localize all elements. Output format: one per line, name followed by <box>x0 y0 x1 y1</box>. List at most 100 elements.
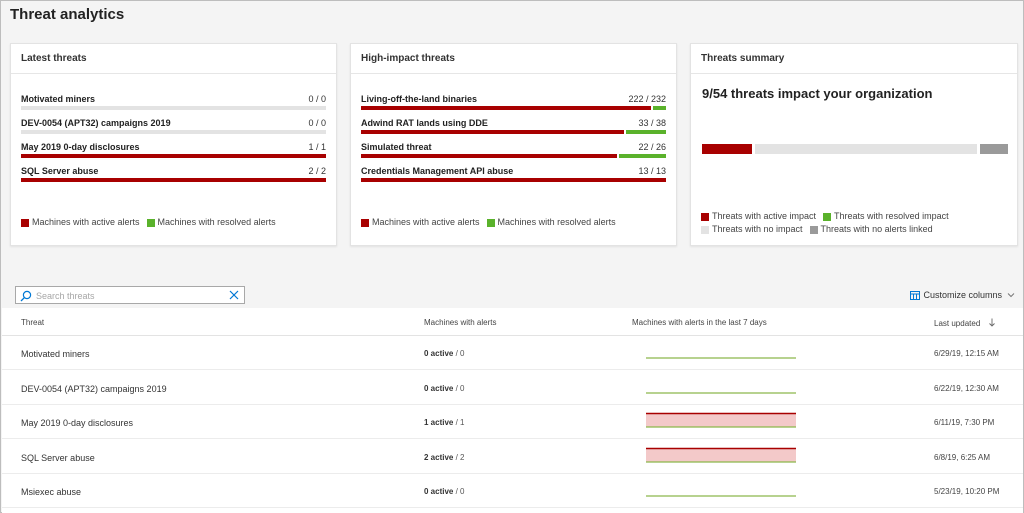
threats-summary-headline: 9/54 threats impact your organization <box>702 86 933 101</box>
latest-threats-legend: Machines with active alerts Machines wit… <box>21 216 283 229</box>
threat-impact-bar <box>21 130 326 134</box>
search-input[interactable]: Search threats <box>15 286 245 304</box>
total-count: / 0 <box>453 487 465 496</box>
active-segment <box>361 154 618 158</box>
threat-row[interactable]: Credentials Management API abuse 13 / 13 <box>361 166 666 190</box>
active-segment <box>21 154 326 158</box>
column-header-machines[interactable]: Machines with alerts <box>424 318 497 327</box>
alerts-trend-sparkline <box>646 357 796 359</box>
threat-row[interactable]: Adwind RAT lands using DDE 33 / 38 <box>361 118 666 142</box>
column-header-threat[interactable]: Threat <box>21 318 45 327</box>
threat-name[interactable]: Motivated miners <box>21 94 96 104</box>
active-segment <box>361 106 651 110</box>
no-impact-segment <box>755 144 978 154</box>
threat-name-cell[interactable]: Motivated miners <box>21 349 90 359</box>
high-impact-threats-title: High-impact threats <box>351 44 676 74</box>
total-count: / 2 <box>453 452 465 462</box>
threat-ratio: 0 / 0 <box>308 118 326 128</box>
column-header-last-updated[interactable]: Last updated <box>934 318 996 328</box>
latest-threats-card: Latest threats Motivated miners 0 / 0 DEV-… <box>10 43 337 246</box>
threat-name[interactable]: May 2019 0-day disclosures <box>21 142 140 152</box>
active-segment <box>361 130 625 134</box>
resolved-impact-swatch <box>823 212 832 221</box>
active-count: 2 active <box>424 452 454 462</box>
resolved-legend-swatch <box>146 218 155 227</box>
threat-impact-bar <box>361 178 666 182</box>
threat-impact-bar <box>21 178 326 182</box>
table-row[interactable]: Motivated miners 0 active / 0 6/29/19, 12:… <box>2 336 1023 370</box>
machines-cell: 0 active / 0 <box>424 487 464 496</box>
active-count: 0 active <box>424 349 454 358</box>
no-impact-swatch <box>701 225 709 234</box>
machines-cell: 0 active / 0 <box>424 384 464 393</box>
alerts-trend-sparkline <box>646 391 796 394</box>
active-count: 0 active <box>424 487 454 496</box>
table-row[interactable]: Msiexec abuse 0 active / 0 5/23/19, 10:20 … <box>2 474 1023 508</box>
threat-impact-bar <box>361 106 666 110</box>
resolved-legend-swatch <box>486 218 495 227</box>
close-icon[interactable] <box>227 288 241 302</box>
table-row[interactable]: DEV-0054 (APT32) campaigns 2019 0 active … <box>2 371 1023 405</box>
threat-row[interactable]: May 2019 0-day disclosures 1 / 1 <box>21 142 326 166</box>
machines-cell: 0 active / 0 <box>424 349 464 358</box>
threat-name[interactable]: Adwind RAT lands using DDE <box>361 118 488 128</box>
high-impact-threats-card: High-impact threats Living-off-the-land … <box>350 43 677 246</box>
no-data-segment <box>21 130 326 134</box>
threat-ratio: 22 / 26 <box>638 142 666 152</box>
chevron-down-icon <box>1007 293 1015 298</box>
no-alerts-segment <box>980 144 1008 154</box>
threats-summary-bar[interactable] <box>702 144 1008 154</box>
machines-cell: 1 active / 1 <box>424 418 464 427</box>
threat-impact-bar <box>361 130 666 134</box>
total-count: / 0 <box>453 383 465 393</box>
threat-row[interactable]: SQL Server abuse 2 / 2 <box>21 166 326 190</box>
legend-no-impact-label: Threats with no impact <box>712 224 803 234</box>
threat-ratio: 33 / 38 <box>638 118 666 128</box>
active-count: 1 active <box>424 418 454 427</box>
active-legend-swatch <box>361 218 369 227</box>
threats-table: Threat Machines with alerts Machines wit… <box>2 308 1023 513</box>
threat-name[interactable]: Living-off-the-land binaries <box>361 94 477 104</box>
threat-name[interactable]: Credentials Management API abuse <box>361 166 514 176</box>
legend-active-label: Machines with active alerts <box>32 217 140 227</box>
customize-columns-button[interactable]: Customize columns <box>910 290 1019 300</box>
threat-name[interactable]: SQL Server abuse <box>21 166 99 176</box>
threat-row[interactable]: Motivated miners 0 / 0 <box>21 94 326 118</box>
threat-row[interactable]: Simulated threat 22 / 26 <box>361 142 666 166</box>
columns-icon <box>910 290 921 300</box>
last-updated-cell: 6/11/19, 7:30 PM <box>934 418 995 427</box>
threat-impact-bar <box>21 106 326 110</box>
threat-name-cell[interactable]: May 2019 0-day disclosures <box>21 418 134 428</box>
customize-columns-label: Customize columns <box>923 290 1002 300</box>
active-segment <box>361 178 666 182</box>
search-icon <box>20 290 32 302</box>
last-updated-cell: 6/8/19, 6:25 AM <box>934 452 991 462</box>
threats-summary-card: Threats summary 9/54 threats impact your… <box>690 43 1018 246</box>
threats-summary-title: Threats summary <box>691 44 1017 74</box>
threat-ratio: 2 / 2 <box>308 166 326 176</box>
threat-name[interactable]: DEV-0054 (APT32) campaigns 2019 <box>21 118 171 128</box>
threat-row[interactable]: DEV-0054 (APT32) campaigns 2019 0 / 0 <box>21 118 326 142</box>
resolved-segment <box>626 130 666 134</box>
active-impact-swatch <box>701 212 709 221</box>
legend-no-alerts-label: Threats with no alerts linked <box>820 224 933 234</box>
active-trend-area <box>646 447 796 462</box>
threat-name[interactable]: Simulated threat <box>361 142 432 152</box>
last-updated-cell: 6/22/19, 12:30 AM <box>934 383 999 393</box>
resolved-segment <box>619 154 666 158</box>
threat-ratio: 1 / 1 <box>308 142 326 152</box>
resolved-segment <box>652 106 666 110</box>
column-header-trend[interactable]: Machines with alerts in the last 7 days <box>632 318 767 327</box>
threat-ratio: 13 / 13 <box>638 166 666 176</box>
latest-threats-title: Latest threats <box>11 44 336 74</box>
table-row[interactable]: May 2019 0-day disclosures 1 active / 1 6/… <box>2 405 1023 439</box>
no-alerts-swatch <box>809 225 818 234</box>
table-row[interactable]: SQL Server abuse 2 active / 2 6/8/19, 6:25… <box>2 440 1023 474</box>
threat-name-cell[interactable]: DEV-0054 (APT32) campaigns 2019 <box>21 383 167 394</box>
threat-row[interactable]: Living-off-the-land binaries 222 / 232 <box>361 94 666 118</box>
active-segment <box>702 144 752 154</box>
threat-name-cell[interactable]: SQL Server abuse <box>21 452 95 463</box>
page-title: Threat analytics <box>10 6 125 23</box>
threat-name-cell[interactable]: Msiexec abuse <box>21 487 82 497</box>
